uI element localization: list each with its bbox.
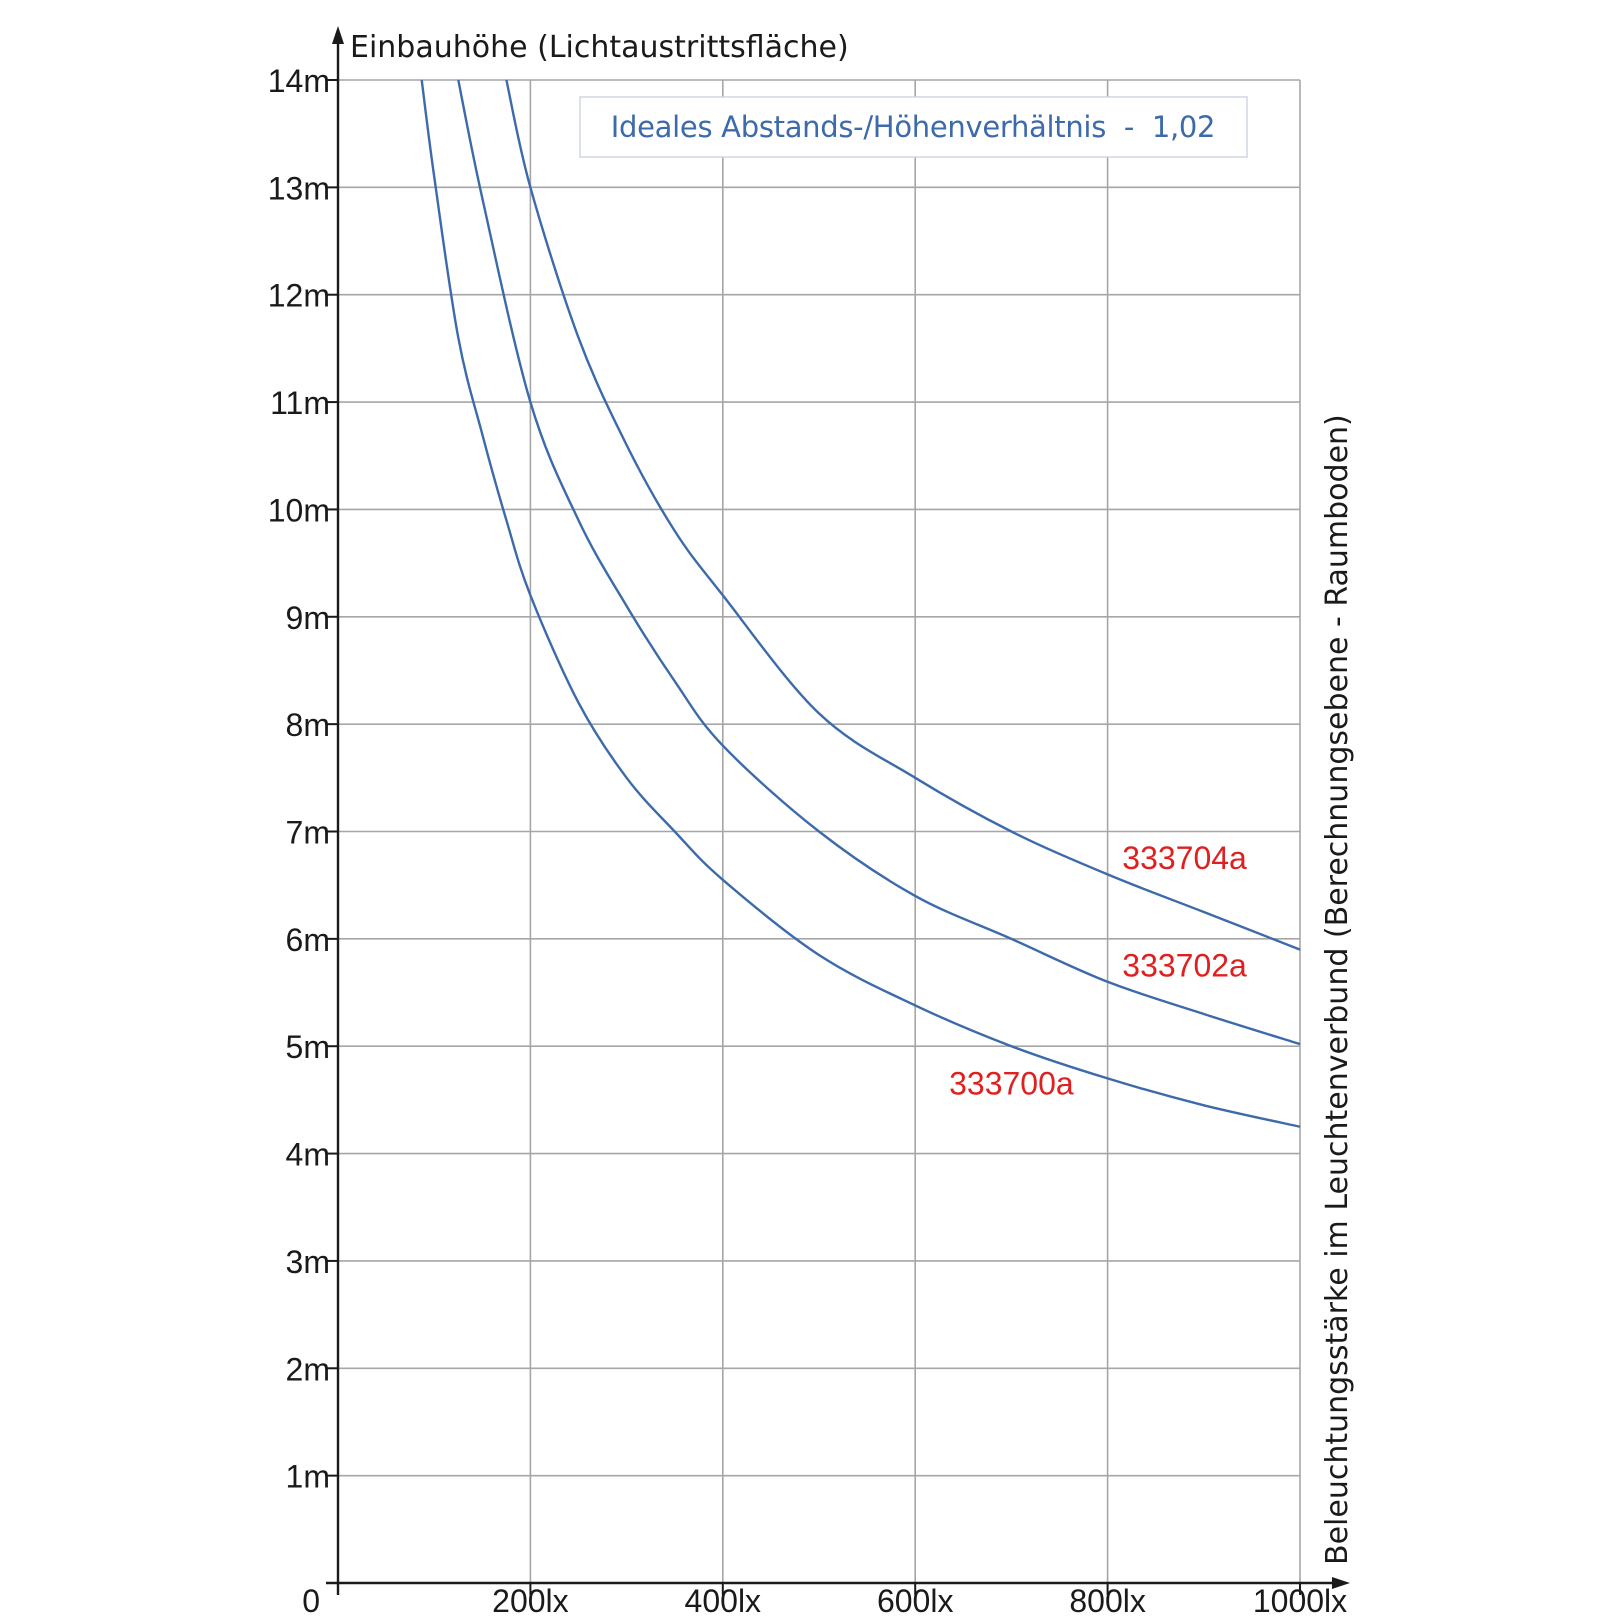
series-line-333704a bbox=[505, 79, 1301, 951]
y-tick-label: 4m bbox=[286, 1137, 330, 1173]
y-tick-label: 5m bbox=[286, 1029, 330, 1065]
grid bbox=[338, 79, 1301, 1583]
note-text: Ideales Abstands-/Höhenverhältnis - 1,02 bbox=[611, 110, 1215, 144]
y-axis-title: Einbauhöhe (Lichtaustrittsfläche) bbox=[350, 30, 849, 65]
y-tick-label: 7m bbox=[286, 815, 330, 851]
y-tick-label: 12m bbox=[268, 278, 330, 314]
x-tick-label: 600lx bbox=[877, 1583, 954, 1619]
x-axis-title: Beleuchtungsstärke im Leuchtenverbund (B… bbox=[1320, 414, 1355, 1565]
series-label-333700a: 333700a bbox=[949, 1066, 1074, 1102]
series-label-333702a: 333702a bbox=[1122, 947, 1247, 983]
tick-labels: 1m 2m 3m 4m 5m 6m 7m 8m 9m 10m 11m 12m 13m 14m 200lx 40… bbox=[268, 63, 1347, 1619]
series-label-333704a: 333704a bbox=[1122, 840, 1247, 876]
x-tick-label: 1000lx bbox=[1253, 1583, 1347, 1619]
origin-label: 0 bbox=[302, 1583, 320, 1619]
x-tick-label: 800lx bbox=[1069, 1583, 1146, 1619]
y-tick-label: 2m bbox=[286, 1351, 330, 1387]
y-tick-label: 14m bbox=[268, 63, 330, 99]
y-tick-label: 11m bbox=[270, 385, 330, 421]
x-tick-label: 400lx bbox=[685, 1583, 762, 1619]
y-tick-label: 3m bbox=[286, 1244, 330, 1280]
y-tick-label: 10m bbox=[268, 492, 330, 528]
series-line-333700a bbox=[420, 79, 1301, 1128]
series-labels: 333704a 333702a 333700a bbox=[949, 840, 1247, 1101]
note-box: Ideales Abstands-/Höhenverhältnis - 1,02 bbox=[579, 96, 1248, 158]
y-tick-label: 1m bbox=[286, 1459, 330, 1495]
x-tick-label: 200lx bbox=[492, 1583, 569, 1619]
series-lines bbox=[420, 79, 1301, 1128]
y-tick-label: 9m bbox=[286, 600, 330, 636]
y-tick-label: 8m bbox=[286, 707, 330, 743]
y-axis-arrow bbox=[332, 26, 344, 44]
y-tick-label: 13m bbox=[268, 170, 330, 206]
axes bbox=[326, 26, 1350, 1595]
x-axis-arrow bbox=[1332, 1577, 1350, 1589]
series-line-333702a bbox=[457, 79, 1301, 1046]
y-tick-label: 6m bbox=[286, 922, 330, 958]
